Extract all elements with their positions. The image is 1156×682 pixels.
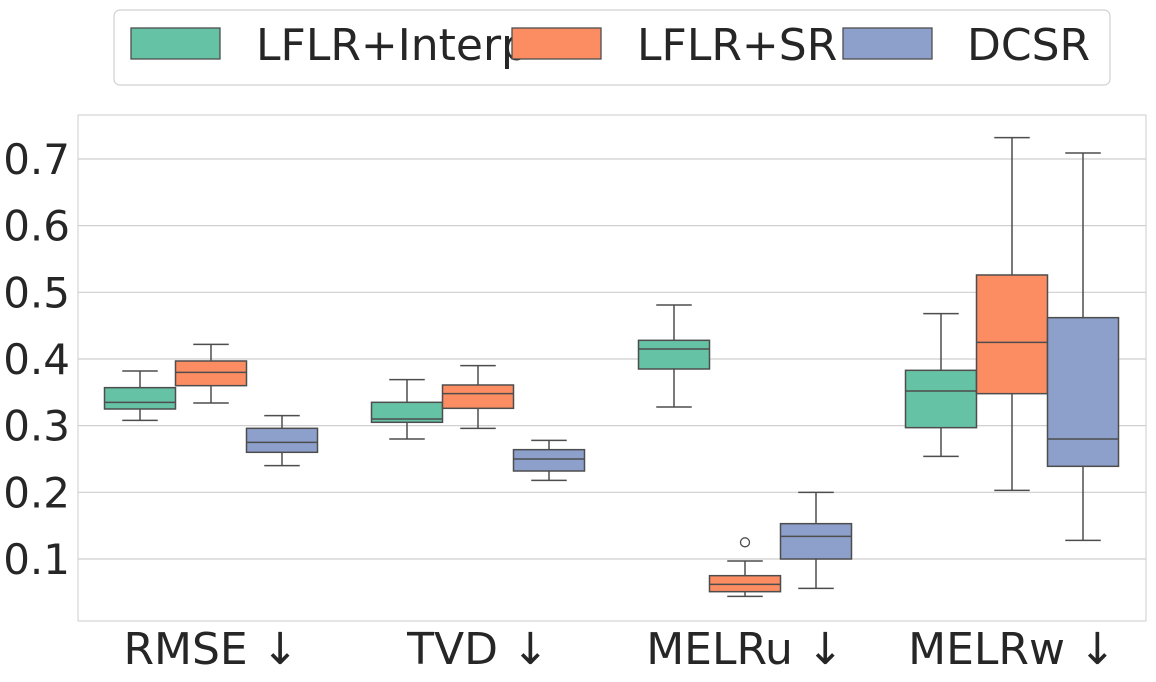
legend-label: DCSR [967, 20, 1090, 71]
box-iqr [637, 339, 711, 370]
box-iqr [103, 386, 177, 410]
box-iqr [512, 448, 586, 472]
legend-swatch [842, 27, 933, 60]
box-iqr [174, 360, 248, 387]
y-tick-label: 0.3 [3, 402, 70, 451]
box-lflr-interp [637, 304, 711, 408]
y-tick-label: 0.7 [3, 135, 70, 184]
box-lflr-sr [708, 537, 782, 598]
box-lflr-sr [441, 364, 515, 430]
box-dcsr [245, 414, 319, 467]
box-iqr [1046, 316, 1120, 468]
y-axis: 0.1 0.2 0.3 0.4 0.5 0.6 0.7 [3, 135, 70, 584]
legend-swatch [130, 27, 221, 60]
box-lflr-interp [904, 312, 978, 458]
y-tick-label: 0.4 [3, 335, 70, 384]
legend-swatch [511, 27, 602, 60]
box-iqr [975, 274, 1049, 395]
x-tick-label: RMSE ↓ [123, 624, 298, 675]
y-tick-label: 0.1 [3, 535, 70, 584]
box-lflr-sr [975, 136, 1049, 492]
x-tick-label: MELRu ↓ [646, 624, 844, 675]
plot-area [77, 114, 1147, 622]
boxes [103, 136, 1120, 598]
y-tick-label: 0.5 [3, 268, 70, 317]
box-lflr-interp [103, 370, 177, 422]
y-tick-label: 0.6 [3, 202, 70, 251]
box-iqr [370, 401, 444, 424]
legend-label: LFLR+SR [637, 20, 837, 71]
box-iqr [779, 522, 853, 560]
y-tick-label: 0.2 [3, 468, 70, 517]
outlier-point [739, 537, 751, 548]
box-dcsr [1046, 152, 1120, 542]
box-dcsr [779, 491, 853, 590]
x-tick-label: MELRw ↓ [908, 624, 1116, 675]
box-iqr [441, 384, 515, 410]
x-axis: RMSE ↓ TVD ↓ MELRu ↓ MELRw ↓ [123, 624, 1115, 675]
box-iqr [245, 427, 319, 454]
box-dcsr [512, 439, 586, 482]
box-iqr [904, 369, 978, 429]
box-lflr-sr [174, 343, 248, 404]
plot-frame [77, 114, 1147, 622]
x-tick-label: TVD ↓ [406, 624, 549, 675]
legend-label: LFLR+Interp [256, 20, 529, 71]
box-lflr-interp [370, 378, 444, 440]
legend: LFLR+Interp LFLR+SR DCSR [113, 9, 1111, 86]
